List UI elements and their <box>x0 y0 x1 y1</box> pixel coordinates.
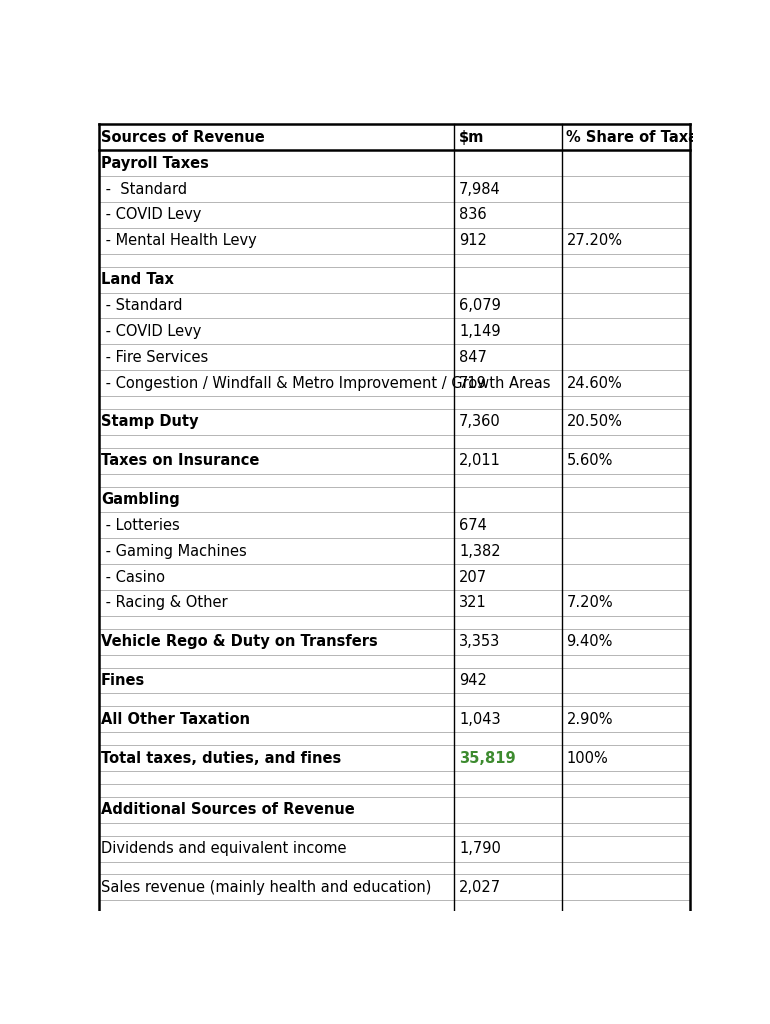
Text: 9.40%: 9.40% <box>567 634 613 649</box>
Text: 942: 942 <box>459 673 487 688</box>
Text: 5.60%: 5.60% <box>567 454 613 468</box>
Text: 2,011: 2,011 <box>459 454 501 468</box>
Text: Total taxes, duties, and fines: Total taxes, duties, and fines <box>101 751 341 766</box>
Text: Gambling: Gambling <box>101 492 179 507</box>
Text: 20.50%: 20.50% <box>567 415 622 429</box>
Text: $m: $m <box>459 130 484 144</box>
Text: - Lotteries: - Lotteries <box>101 518 179 532</box>
Text: 81,387: 81,387 <box>459 957 516 973</box>
Text: 41,751: 41,751 <box>459 919 516 934</box>
Text: Payroll Taxes: Payroll Taxes <box>101 156 209 171</box>
Text: 7,984: 7,984 <box>459 181 500 197</box>
Text: Sales revenue (mainly health and education): Sales revenue (mainly health and educati… <box>101 880 431 895</box>
Text: 24.60%: 24.60% <box>567 376 622 390</box>
Text: Vehicle Rego & Duty on Transfers: Vehicle Rego & Duty on Transfers <box>101 634 378 649</box>
Text: 836: 836 <box>459 208 487 222</box>
Text: - Standard: - Standard <box>101 298 182 313</box>
Text: -  Standard: - Standard <box>101 181 187 197</box>
Text: 7.20%: 7.20% <box>567 595 613 610</box>
Text: - Congestion / Windfall & Metro Improvement / Growth Areas: - Congestion / Windfall & Metro Improvem… <box>101 376 551 390</box>
Text: Taxes on Insurance: Taxes on Insurance <box>101 454 259 468</box>
Text: 1,382: 1,382 <box>459 544 500 559</box>
Text: Grants - mainly Federal (inc. GST): Grants - mainly Federal (inc. GST) <box>101 919 381 934</box>
Text: 35,819: 35,819 <box>459 751 516 766</box>
Text: 847: 847 <box>459 350 487 365</box>
Text: 1,790: 1,790 <box>459 841 501 856</box>
Text: 719: 719 <box>459 376 487 390</box>
Text: 3,353: 3,353 <box>459 634 500 649</box>
Text: - COVID Levy: - COVID Levy <box>101 324 202 339</box>
Text: 1,149: 1,149 <box>459 324 500 339</box>
Text: 100%: 100% <box>567 751 608 766</box>
Text: Additional Sources of Revenue: Additional Sources of Revenue <box>101 802 355 817</box>
Text: 321: 321 <box>459 595 487 610</box>
Text: - Casino: - Casino <box>101 569 165 585</box>
Text: Stamp Duty: Stamp Duty <box>101 415 199 429</box>
Text: 912: 912 <box>459 233 487 249</box>
Text: Fines: Fines <box>101 673 146 688</box>
Text: 2.90%: 2.90% <box>567 712 613 727</box>
Text: - COVID Levy: - COVID Levy <box>101 208 202 222</box>
Text: 27.20%: 27.20% <box>567 233 622 249</box>
Text: % Share of Taxation: % Share of Taxation <box>567 130 731 144</box>
Text: - Fire Services: - Fire Services <box>101 350 208 365</box>
Text: 6,079: 6,079 <box>459 298 501 313</box>
Text: - Mental Health Levy: - Mental Health Levy <box>101 233 256 249</box>
Text: - Racing & Other: - Racing & Other <box>101 595 228 610</box>
Text: Sources of Revenue: Sources of Revenue <box>101 130 265 144</box>
Text: 674: 674 <box>459 518 487 532</box>
Text: 207: 207 <box>459 569 487 585</box>
Text: Total Revenue: Total Revenue <box>101 957 218 973</box>
Text: 2,027: 2,027 <box>459 880 501 895</box>
Text: All Other Taxation: All Other Taxation <box>101 712 250 727</box>
Text: - Gaming Machines: - Gaming Machines <box>101 544 246 559</box>
Text: 7,360: 7,360 <box>459 415 500 429</box>
Text: 1,043: 1,043 <box>459 712 500 727</box>
Text: Land Tax: Land Tax <box>101 272 174 287</box>
Text: Dividends and equivalent income: Dividends and equivalent income <box>101 841 346 856</box>
